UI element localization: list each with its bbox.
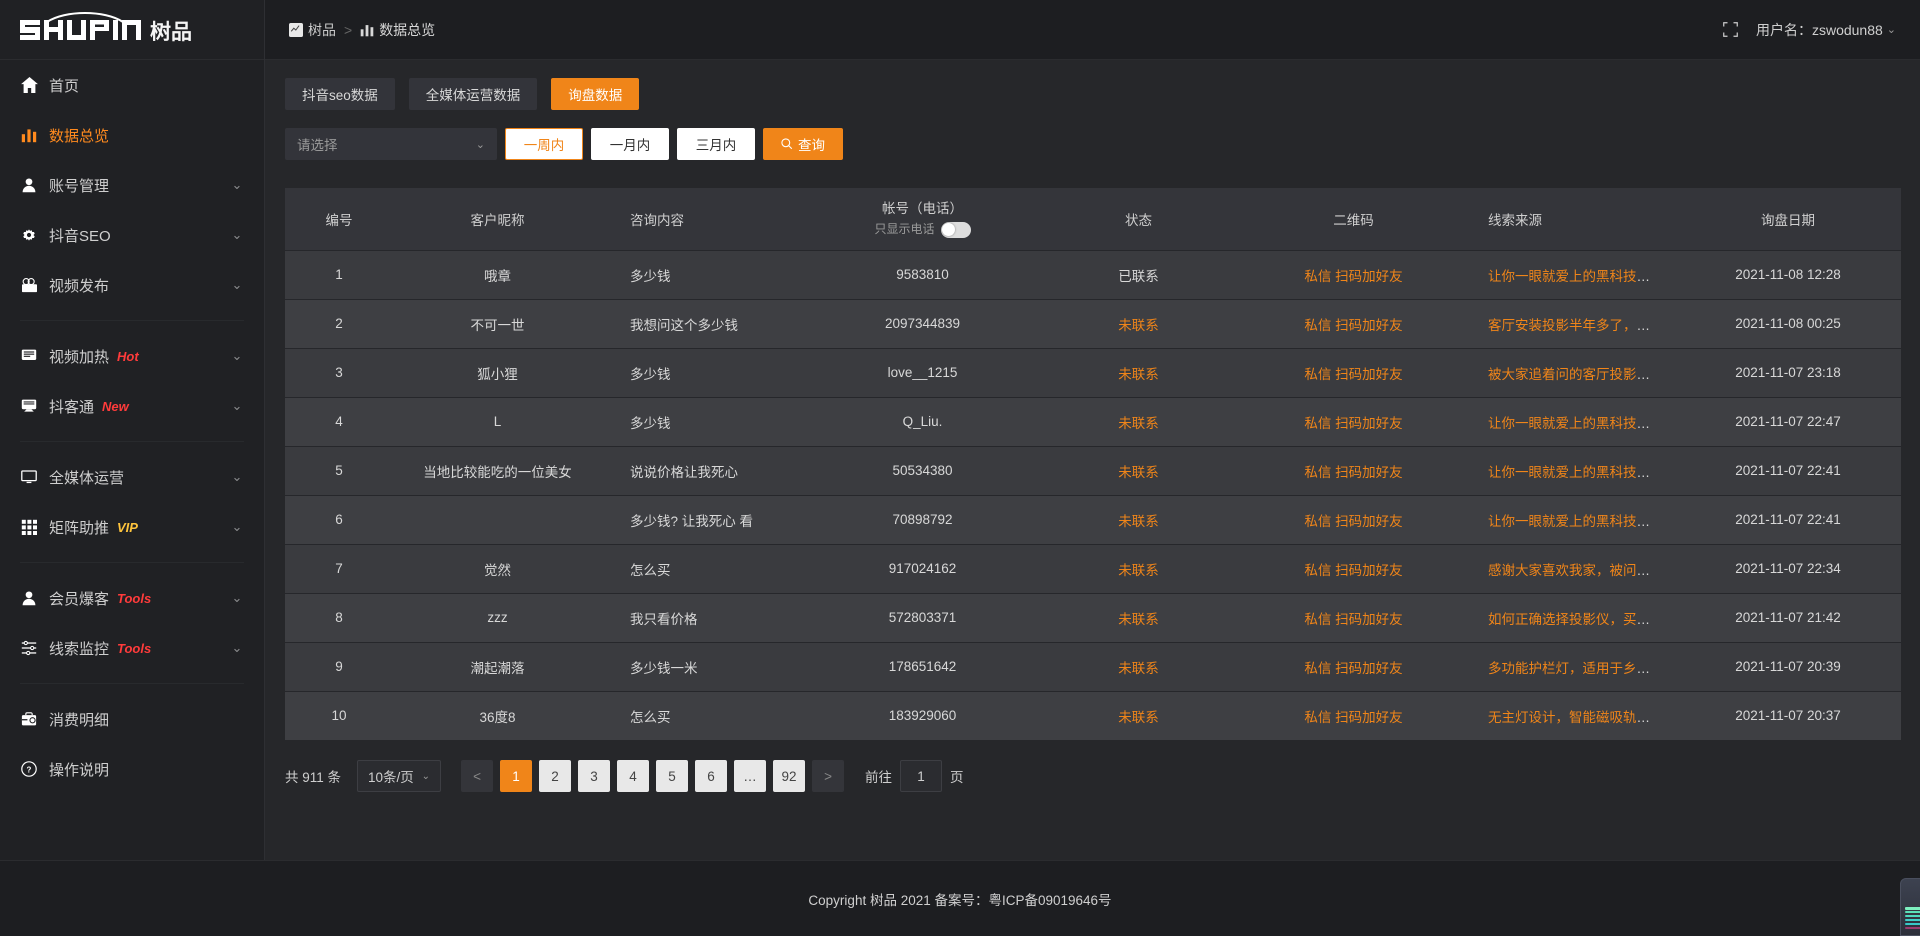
svg-text:?: ?	[27, 766, 32, 775]
svg-text:树品: 树品	[150, 20, 192, 44]
